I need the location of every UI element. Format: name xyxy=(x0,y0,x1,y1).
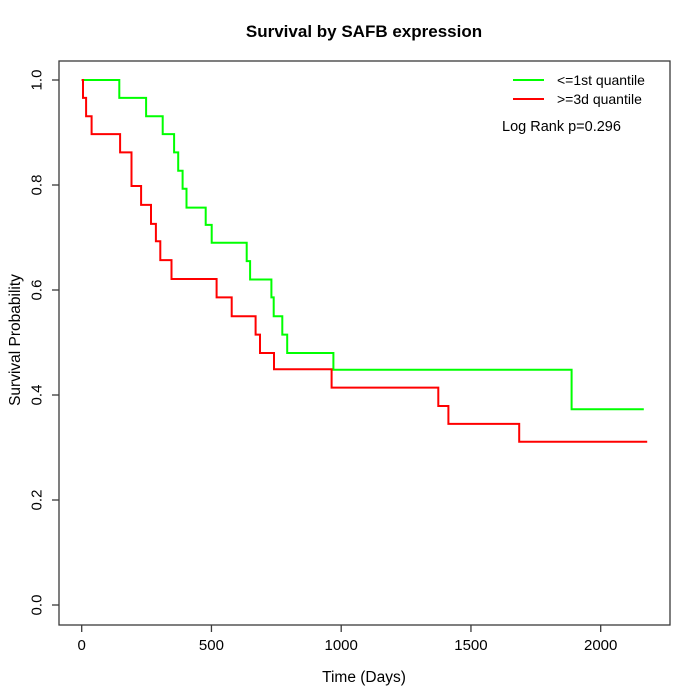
y-tick-label: 0.8 xyxy=(29,175,46,196)
y-axis-label: Survival Probability xyxy=(7,274,24,406)
x-axis: 0 500 1000 1500 2000 xyxy=(78,625,618,654)
plot-box xyxy=(59,61,670,625)
legend-label-1st-quantile: <=1st quantile xyxy=(557,72,645,88)
y-tick-label: 1.0 xyxy=(29,70,46,91)
y-axis: 0.0 0.2 0.4 0.6 0.8 1.0 xyxy=(29,70,60,616)
km-chart: Survival by SAFB expression 0 500 1000 1500… xyxy=(0,0,700,700)
y-tick-label: 0.6 xyxy=(29,280,46,301)
survival-plot-page: Survival by SAFB expression 0 500 1000 1500… xyxy=(0,0,700,700)
y-tick-label: 0.0 xyxy=(29,595,46,616)
x-tick-label: 500 xyxy=(199,637,224,654)
y-tick-label: 0.4 xyxy=(29,385,46,406)
y-tick-label: 0.2 xyxy=(29,490,46,511)
legend: <=1st quantile >=3d quantile Log Rank p=… xyxy=(502,72,645,135)
x-tick-label: 1000 xyxy=(325,637,358,654)
x-tick-label: 0 xyxy=(78,637,86,654)
x-tick-label: 1500 xyxy=(454,637,487,654)
chart-title: Survival by SAFB expression xyxy=(246,22,482,41)
x-axis-label: Time (Days) xyxy=(322,669,406,686)
logrank-annotation: Log Rank p=0.296 xyxy=(502,119,621,135)
x-tick-label: 2000 xyxy=(584,637,617,654)
legend-label-3d-quantile: >=3d quantile xyxy=(557,91,642,107)
